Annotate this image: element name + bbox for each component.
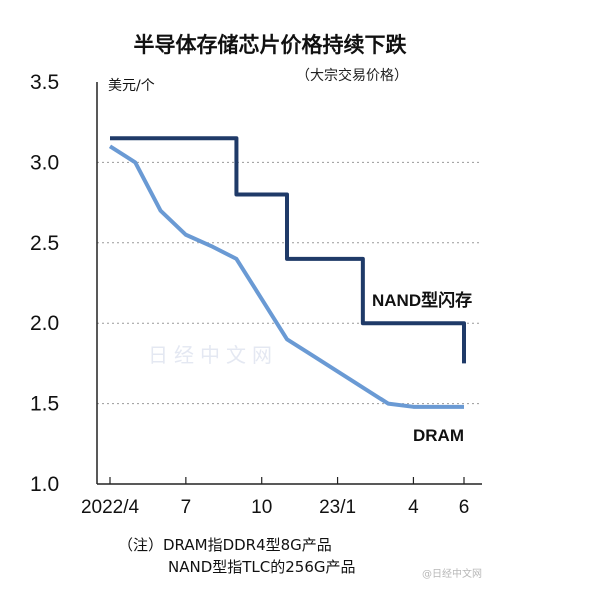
- chart-title: 半导体存储芯片价格持续下跌: [134, 33, 408, 57]
- axes: [96, 82, 482, 485]
- series-label-dram: DRAM: [413, 426, 464, 445]
- note-line-1: （注）DRAM指DDR4型8G产品: [118, 536, 332, 554]
- y-axis-unit: 美元/个: [108, 78, 155, 94]
- x-tick-label-4: 4: [408, 497, 419, 518]
- series-lines: [108, 136, 466, 409]
- chart-subtitle: （大宗交易价格）: [296, 67, 408, 84]
- series-line-dram: [108, 144, 464, 409]
- y-tick-label-0: 3.5: [30, 71, 59, 94]
- y-tick-label-4: 1.5: [30, 393, 59, 416]
- series-line-nand: [110, 136, 466, 364]
- y-tick-label-1: 3.0: [30, 151, 59, 174]
- y-tick-labels: 3.5 3.0 2.5 2.0 1.5 1.0: [30, 71, 59, 496]
- y-tick-label-5: 1.0: [30, 473, 59, 496]
- corner-watermark: @日经中文网: [422, 567, 482, 580]
- series-label-nand: NAND型闪存: [372, 290, 472, 310]
- x-tick-labels: 2022/4 7 10 23/1 4 6: [81, 497, 469, 518]
- y-tick-label-2: 2.5: [30, 232, 59, 255]
- x-tick-label-5: 6: [459, 497, 470, 518]
- x-tick-label-3: 23/1: [319, 497, 356, 518]
- x-tick-label-1: 7: [181, 497, 192, 518]
- x-tick-label-2: 10: [251, 497, 272, 518]
- x-tick-label-0: 2022/4: [81, 497, 140, 518]
- note-line-2: NAND型指TLC的256G产品: [168, 558, 356, 576]
- y-tick-label-3: 2.0: [30, 312, 59, 335]
- watermark-text: 日经中文网: [148, 343, 278, 367]
